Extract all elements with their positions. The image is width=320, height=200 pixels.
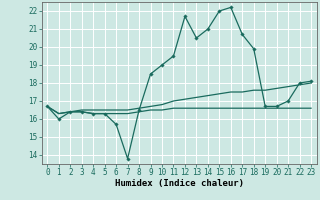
X-axis label: Humidex (Indice chaleur): Humidex (Indice chaleur) (115, 179, 244, 188)
